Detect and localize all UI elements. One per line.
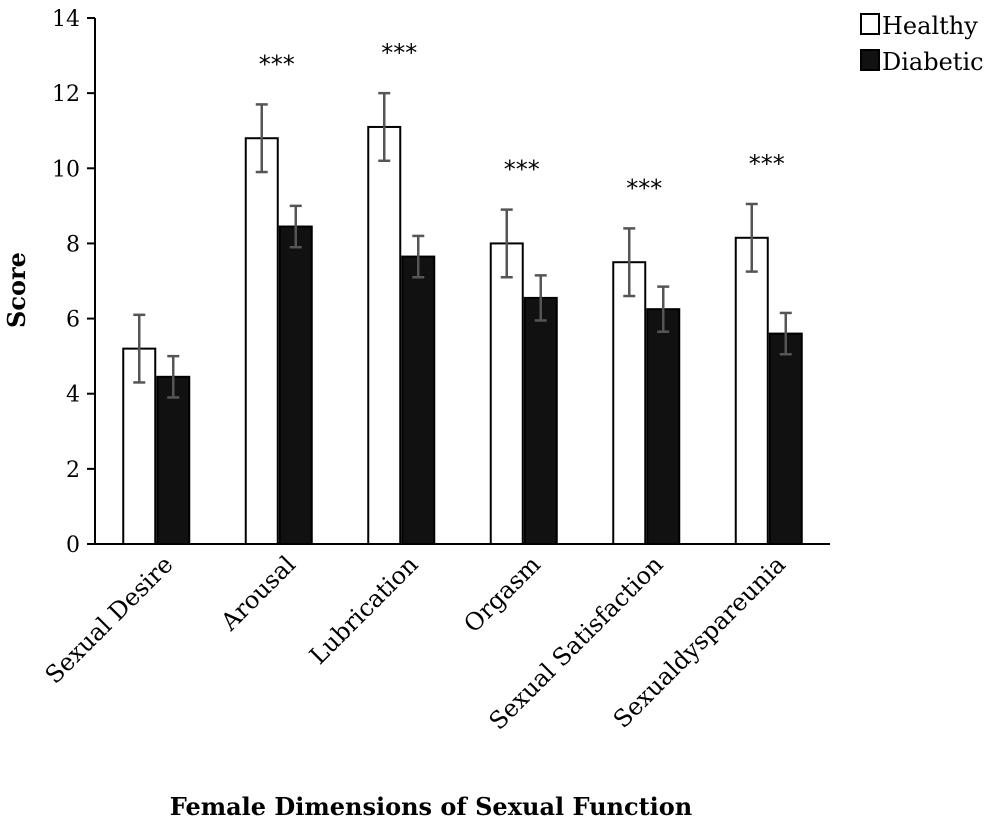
bar-healthy-3 [489,242,524,546]
bar-healthy-1 [244,137,279,545]
y-tick-label: 10 [52,157,80,182]
significance-mark: *** [259,50,295,78]
bar-healthy-2 [367,125,402,545]
y-tick-label: 0 [66,533,80,558]
bar-diabetic-1 [278,225,313,545]
x-category-label: Sexual Desire [40,550,179,689]
error-bars [133,91,792,399]
bar-healthy-4 [612,261,647,545]
y-axis-title: Score [2,252,31,328]
y-tick-label: 4 [66,383,80,408]
bar-healthy-5 [734,236,769,546]
legend-label-diabetic: Diabetic [882,48,984,76]
y-axis-ticks: 0 2 4 6 8 10 12 14 [52,7,95,558]
x-category-label: Arousal [215,550,301,636]
y-tick-label: 8 [66,232,80,257]
bar-diabetic-5 [768,332,803,545]
bar-diabetic-3 [523,296,558,545]
y-tick-label: 2 [66,458,80,483]
bars [122,125,803,546]
bar-diabetic-2 [401,255,436,545]
y-tick-label: 14 [52,7,80,32]
legend-swatch-healthy [860,13,880,35]
bar-diabetic-0 [156,375,191,545]
x-axis-title: Female Dimensions of Sexual Function [170,792,693,821]
category-labels: Sexual Desire Arousal Lubrication OrgasmSex… [40,550,791,735]
x-category-label: Orgasm [458,550,546,638]
significance-mark: *** [749,150,785,178]
legend-label-healthy: Healthy [882,12,978,40]
significance-mark: *** [626,174,662,202]
significance-marks: *** *** *** *** *** [259,39,785,202]
legend: Healthy Diabetic [860,12,984,76]
y-tick-label: 6 [66,308,80,333]
significance-mark: *** [381,39,417,67]
legend-swatch-diabetic [860,49,880,71]
x-category-label: Lubrication [304,550,423,669]
bar-diabetic-4 [646,308,681,545]
significance-mark: *** [504,156,540,184]
y-tick-label: 12 [52,82,80,107]
